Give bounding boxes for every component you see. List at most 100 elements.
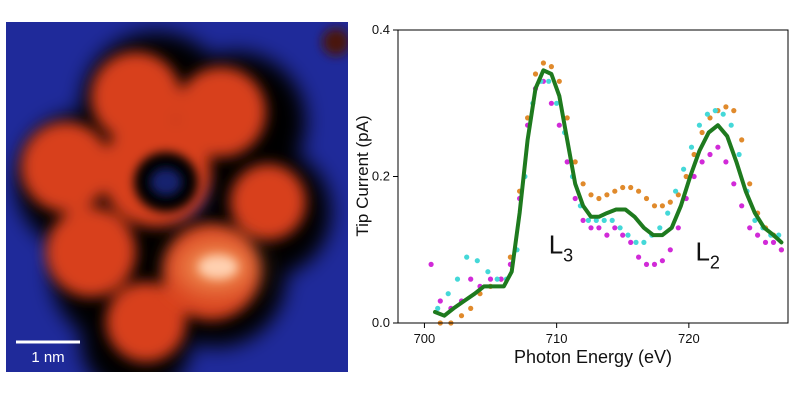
series-1-point [707, 151, 713, 158]
series-1-point [636, 254, 642, 260]
series-1-point [747, 225, 753, 231]
series-0-point [612, 188, 618, 194]
series-2-point [585, 217, 591, 223]
series-2-point [665, 210, 671, 216]
ticks-layer: 700 710 720 0.0 0.2 0.4 [372, 22, 700, 346]
series-0-point [580, 181, 586, 187]
series-1-point [723, 159, 729, 165]
series-2-point [609, 217, 615, 223]
y-tick-label: 0.0 [372, 315, 390, 330]
molecule-center-core [150, 168, 182, 196]
series-1-point [715, 144, 721, 150]
series-0-point [667, 199, 673, 205]
series-2-point [736, 151, 742, 158]
series-0-point [731, 108, 737, 114]
series-2-point [464, 254, 470, 260]
series-1-point [556, 122, 562, 128]
series-0-point [556, 78, 562, 84]
series-layer [428, 60, 784, 326]
series-2-point [728, 122, 734, 128]
series-1-point [770, 239, 777, 245]
series-0-point [596, 195, 602, 202]
series-2-point [681, 166, 687, 172]
series-3-line [433, 68, 784, 318]
annotations-layer: L3 L2 [549, 229, 720, 272]
series-2-point [474, 258, 480, 264]
series-1-point [628, 239, 634, 245]
series-1-point [667, 247, 673, 253]
x-axis-label: Photon Energy (eV) [514, 347, 672, 367]
series-0-point [628, 184, 634, 191]
series-0-point [747, 181, 753, 187]
series-2-point [554, 100, 560, 106]
corner-feature [322, 28, 350, 56]
edge-label-subscript: 2 [710, 253, 720, 273]
series-1-point [428, 261, 434, 267]
edge-label-subscript: 3 [563, 245, 573, 265]
series-1-point [612, 225, 618, 231]
spectrum-plot: 700 710 720 0.0 0.2 0.4 L3 L2 Photon Energy (e… [353, 22, 789, 367]
series-1-point [691, 173, 697, 180]
x-tick-label: 700 [414, 331, 436, 346]
series-0-point [651, 203, 658, 209]
series-2-point [445, 291, 451, 297]
series-0-point [723, 104, 729, 110]
series-2-point [641, 239, 647, 245]
series-2-point [485, 269, 491, 275]
series-1-point [437, 298, 443, 304]
series-1-point [487, 276, 494, 282]
x-tick-label: 720 [678, 331, 700, 346]
series-0-point [564, 115, 570, 121]
series-1-point [620, 232, 626, 238]
x-tick-label: 710 [546, 331, 568, 346]
series-2-point [673, 188, 679, 194]
series-1-point [596, 225, 602, 231]
series-2-point [546, 78, 552, 84]
series-1-point [699, 159, 705, 165]
series-2-point [712, 108, 718, 114]
series-0-point [683, 173, 689, 180]
series-0-point [588, 192, 594, 198]
series-2-point [494, 276, 500, 282]
series-1-point [755, 232, 761, 238]
series-0-point [675, 192, 681, 198]
series-0-point [604, 192, 610, 198]
y-axis-label: Tip Current (pA) [353, 115, 372, 236]
stm-image: 1 nm [6, 22, 350, 397]
y-tick-label: 0.4 [372, 22, 390, 37]
series-1-point [643, 261, 650, 267]
series-1-point [651, 261, 658, 267]
series-1-point [675, 225, 681, 231]
spectrum-plot-panel: 700 710 720 0.0 0.2 0.4 L3 L2 Photon Energy (e… [350, 0, 800, 400]
series-0-point [739, 137, 745, 143]
series-1-point [659, 258, 665, 264]
series-1-point [778, 247, 784, 253]
series-1-point [572, 195, 578, 202]
series-0-point [468, 305, 474, 311]
scale-bar-label: 1 nm [31, 349, 64, 366]
series-2-point [696, 122, 702, 128]
stm-image-panel: 1 nm [6, 22, 350, 397]
series-0-point [458, 313, 465, 319]
series-0-point [691, 151, 697, 158]
series-0-point [636, 188, 642, 194]
series-0-point [540, 60, 546, 66]
series-1-point [498, 276, 504, 282]
edge-label-L2: L2 [695, 237, 719, 273]
series-1-point [739, 203, 745, 209]
series-1-point [588, 225, 594, 231]
series-2-point [657, 225, 663, 231]
series-0-point [699, 129, 705, 136]
series-1-point [731, 181, 737, 187]
series-2-point [752, 217, 758, 223]
series-2-point [704, 111, 710, 117]
series-0-point [620, 184, 626, 191]
series-2-point [633, 239, 639, 245]
series-1-point [468, 276, 474, 282]
series-0-point [572, 159, 578, 165]
series-2-point [593, 217, 599, 223]
y-tick-label: 0.2 [372, 169, 390, 184]
series-2-point [601, 217, 607, 223]
edge-label-L3: L3 [549, 229, 573, 265]
series-1-point [762, 239, 769, 245]
